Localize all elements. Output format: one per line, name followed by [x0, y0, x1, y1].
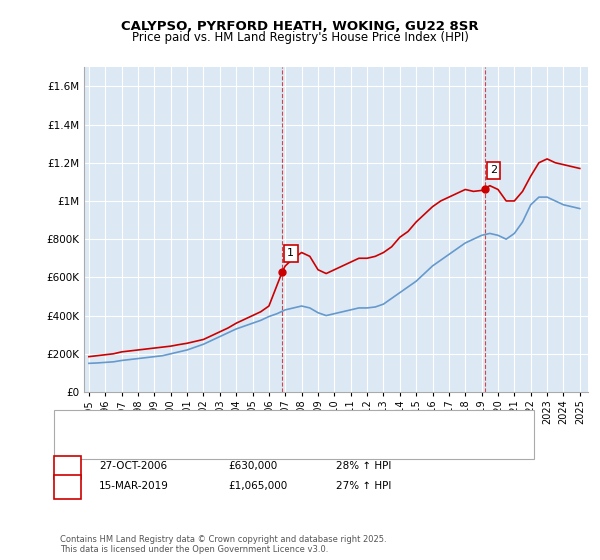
Text: 27-OCT-2006: 27-OCT-2006	[99, 461, 167, 472]
Text: 15-MAR-2019: 15-MAR-2019	[99, 481, 169, 491]
Text: Price paid vs. HM Land Registry's House Price Index (HPI): Price paid vs. HM Land Registry's House …	[131, 31, 469, 44]
Text: £630,000: £630,000	[228, 461, 277, 472]
Text: 1: 1	[64, 461, 71, 472]
Text: 2: 2	[64, 481, 71, 491]
Text: Contains HM Land Registry data © Crown copyright and database right 2025.
This d: Contains HM Land Registry data © Crown c…	[60, 535, 386, 554]
Text: 27% ↑ HPI: 27% ↑ HPI	[336, 481, 391, 491]
Text: HPI: Average price, detached house, Woking: HPI: Average price, detached house, Woki…	[102, 435, 319, 445]
Text: 2: 2	[490, 165, 497, 175]
Text: £1,065,000: £1,065,000	[228, 481, 287, 491]
Text: CALYPSO, PYRFORD HEATH, WOKING, GU22 8SR: CALYPSO, PYRFORD HEATH, WOKING, GU22 8SR	[121, 20, 479, 32]
Text: 1: 1	[287, 248, 294, 258]
Text: CALYPSO, PYRFORD HEATH, WOKING, GU22 8SR (detached house): CALYPSO, PYRFORD HEATH, WOKING, GU22 8SR…	[102, 419, 426, 430]
Text: 28% ↑ HPI: 28% ↑ HPI	[336, 461, 391, 472]
